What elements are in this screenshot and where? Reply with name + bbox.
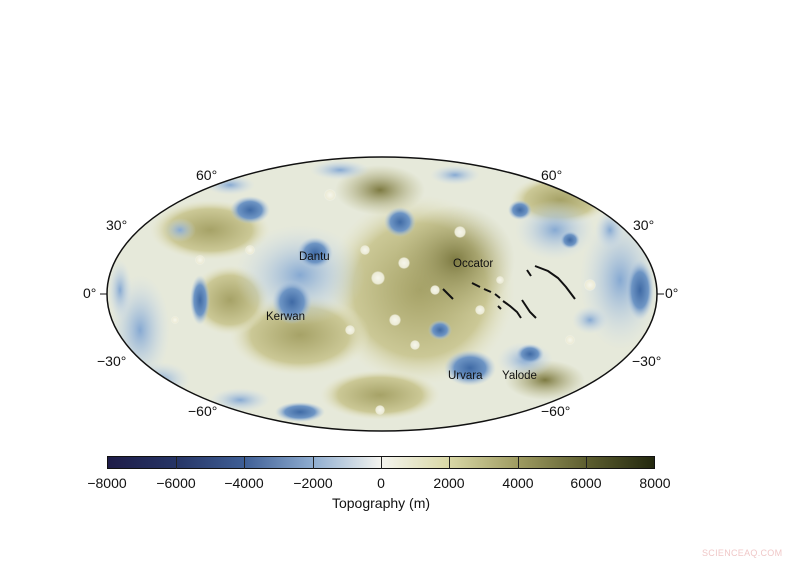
colorbar-label: 8000 <box>639 475 671 491</box>
feature-label-dantu: Dantu <box>299 251 330 263</box>
lat-label-left-60: 60° <box>196 167 218 183</box>
lat-label-right-minus30: −30° <box>632 353 662 369</box>
feature-label-kerwan: Kerwan <box>266 311 305 323</box>
lat-label-left-0: 0° <box>83 285 97 301</box>
colorbar-tick <box>449 457 450 469</box>
colorbar-tick <box>518 457 519 469</box>
lat-label-left-30: 30° <box>106 217 128 233</box>
lat-label-right-30: 30° <box>633 217 655 233</box>
feature-label-yalode: Yalode <box>502 370 537 382</box>
watermark: SCIENCEAQ.COM <box>702 548 783 558</box>
lat-label-right-minus60: −60° <box>541 403 571 419</box>
colorbar-tick <box>586 457 587 469</box>
colorbar-label: 0 <box>377 475 385 491</box>
colorbar-label: −6000 <box>156 475 196 491</box>
colorbar <box>107 456 655 469</box>
colorbar-tick <box>381 457 382 469</box>
colorbar-tick <box>313 457 314 469</box>
colorbar-label: −8000 <box>87 475 127 491</box>
linear-features <box>442 265 576 319</box>
colorbar-label: 6000 <box>570 475 602 491</box>
colorbar-label: −2000 <box>293 475 333 491</box>
lat-label-right-0: 0° <box>665 285 679 301</box>
colorbar-label: −4000 <box>224 475 264 491</box>
colorbar-title: Topography (m) <box>331 495 431 511</box>
colorbar-tick <box>176 457 177 469</box>
feature-label-urvara: Urvara <box>448 370 483 382</box>
colorbar-label: 4000 <box>502 475 534 491</box>
lat-label-left-minus30: −30° <box>97 353 127 369</box>
lat-label-left-minus60: −60° <box>188 403 218 419</box>
lat-label-right-60: 60° <box>541 167 563 183</box>
colorbar-label: 2000 <box>433 475 465 491</box>
colorbar-tick <box>244 457 245 469</box>
feature-label-occator: Occator <box>453 258 494 270</box>
